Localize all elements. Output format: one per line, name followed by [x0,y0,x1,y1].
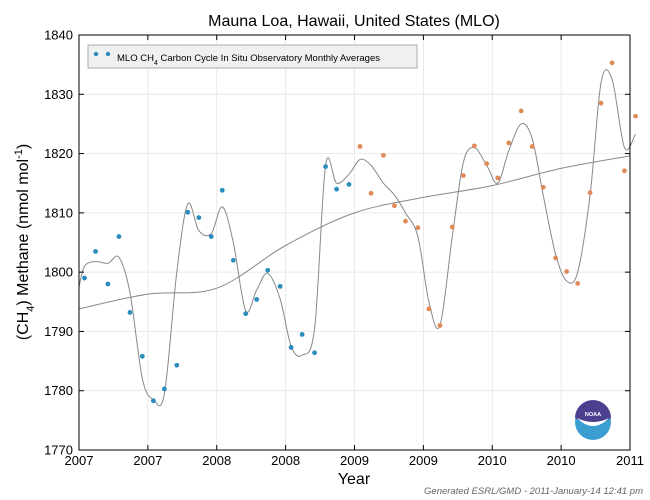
generated-credit: Generated ESRL/GMD - 2011-January-14 12:… [424,486,643,497]
x-tick-label: 2008 [202,453,231,468]
data-point [299,331,305,337]
data-point [587,190,593,196]
data-point [208,234,214,239]
noaa-logo-text: NOAA [585,412,601,418]
data-point [484,161,490,167]
data-point [471,143,477,149]
data-point [139,353,145,359]
data-point [449,224,455,230]
data-point [116,234,122,239]
y-tick-label: 1790 [44,324,73,339]
y-tick-label: 1780 [44,383,73,398]
x-tick-label: 2007 [65,453,94,468]
x-tick-label: 2009 [409,453,438,468]
x-tick-label: 2008 [271,453,300,468]
data-point [368,190,374,196]
smooth-curve-path [78,69,636,407]
noaa-logo: NOAA [575,400,611,440]
data-point [93,248,98,254]
data-point [277,283,283,289]
data-point [415,225,421,231]
data-point [127,310,133,315]
data-point [185,209,191,215]
data-point [219,187,225,193]
data-point [540,184,546,190]
x-tick-label: 2010 [478,453,507,468]
x-tick-label: 2010 [547,453,576,468]
data-point [323,164,328,170]
data-point [346,182,352,187]
legend-marker [105,51,111,57]
data-point [518,108,524,114]
data-point [82,275,87,281]
data-point [196,215,202,221]
legend: MLO CH4 Carbon Cycle In Situ Observatory… [87,44,418,69]
data-point [598,100,604,106]
data-point [506,140,512,146]
data-point [312,350,317,356]
y-tick-label: 1840 [44,28,73,43]
y-tick-label: 1810 [44,205,73,220]
data-point [575,281,581,286]
y-tick-label: 1800 [44,265,73,280]
data-point [150,398,156,404]
x-tick-label: 2009 [340,453,369,468]
data-point [357,144,363,149]
data-point [162,386,167,392]
data-point [609,60,615,66]
data-point [529,144,535,149]
legend-box [87,44,418,69]
data-point [230,257,236,263]
y-tick-label: 1830 [44,87,73,102]
x-axis-label: Year [338,471,371,488]
data-point [265,267,271,273]
data-point [403,218,408,224]
smooth-curve [78,69,636,407]
data-point [254,297,260,302]
legend-marker [93,51,99,57]
data-point [460,173,466,178]
data-point [622,168,627,174]
x-tick-label: 2011 [616,453,644,468]
legend-label: MLO CH4 Carbon Cycle In Situ Observatory… [117,53,380,67]
data-point [288,345,294,350]
y-tick-label: 1820 [44,146,73,161]
data-point [334,186,339,192]
data-point [381,152,386,158]
data-point [105,281,111,287]
data-point [437,323,443,328]
data-point [392,203,397,209]
data-point [633,113,638,119]
data-point [174,362,180,368]
y-tick-label: 1770 [44,443,73,458]
x-axis: 2007 2007 2008 2008 2009 2009 2010 2010 2011 [65,35,644,468]
data-point [426,306,432,312]
chart-title: Mauna Loa, Hawaii, United States (MLO) [208,13,500,30]
noaa-logo-bird [577,418,609,426]
data-point [553,255,559,261]
x-tick-label: 2007 [133,453,162,468]
data-point [564,269,570,274]
data-points [82,60,638,404]
y-axis-label: (CH4) Methane (nmol mol-1) [13,144,37,340]
noaa-logo-top [575,400,611,424]
data-point [495,175,501,181]
data-point [243,311,249,317]
grid [78,34,631,451]
y-axis: 1770 1780 1790 1800 1810 1820 1830 1840 [44,28,630,458]
